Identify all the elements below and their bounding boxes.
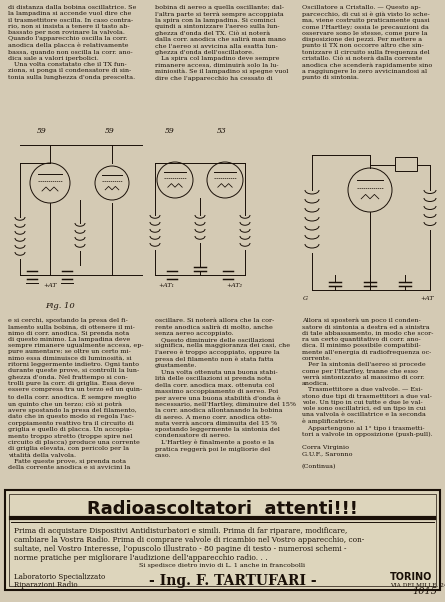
Text: Radioascoltatori  attenti!!!: Radioascoltatori attenti!!! (87, 500, 358, 518)
Text: +AT₁: +AT₁ (158, 283, 174, 288)
Text: Oscillatore a Cristallo. — Questo ap-
parcecchio, di cui si è già visto lo sche-: Oscillatore a Cristallo. — Questo ap- pa… (302, 5, 432, 80)
Text: Prima di acquistare Dispositivi Antidisturbatori e simili. Prima di far riparare: Prima di acquistare Dispositivi Antidist… (14, 527, 348, 535)
Text: VIA DEI MILLE, 24: VIA DEI MILLE, 24 (390, 583, 445, 588)
Text: oscillare. Si noterà allora che la cor-
rente anodica salirà di molto, anche
sen: oscillare. Si noterà allora che la cor- … (155, 318, 296, 458)
Text: norme pratiche per migliorare l'audizione dell'apparecchio radio. . .: norme pratiche per migliorare l'audizion… (14, 554, 267, 562)
Text: Allora si sposterà un poco il conden-
satore di sintonia a destra ed a sinistra
: Allora si sposterà un poco il conden- sa… (302, 318, 433, 469)
Text: Fig. 10: Fig. 10 (45, 302, 75, 310)
Bar (395, 157, 417, 171)
Text: Laboratorio Specializzato: Laboratorio Specializzato (14, 573, 105, 581)
Text: sultate, nel Vostro Interesse, l'opuscolo illustrato - 80 pagine di testo - nume: sultate, nel Vostro Interesse, l'opuscol… (14, 545, 347, 553)
Text: - Ing. F. TARTUFARI -: - Ing. F. TARTUFARI - (149, 574, 316, 588)
Bar (9, 494, 436, 586)
Text: TORINO: TORINO (390, 572, 433, 582)
Text: 59: 59 (165, 127, 175, 135)
Bar (5, 490, 440, 590)
Text: +AT: +AT (420, 296, 434, 301)
Text: bobina di aereo a quella oscillante; dal-
l'altra parte si terrà sempre accoppia: bobina di aereo a quella oscillante; dal… (155, 5, 288, 81)
Text: 53: 53 (217, 127, 227, 135)
Text: +AT: +AT (43, 283, 57, 288)
Text: 59: 59 (105, 127, 115, 135)
Text: +AT₂: +AT₂ (226, 283, 242, 288)
Text: e si cerchi, spostando la presa del fi-
lamento sulla bobina, di ottenere il mi-: e si cerchi, spostando la presa del fi- … (8, 318, 143, 470)
Text: 59: 59 (37, 127, 47, 135)
Text: 1015: 1015 (412, 587, 437, 596)
Text: di distanza dalla bobina oscillatrice. Se
la lampadina si accende vuol dire che
: di distanza dalla bobina oscillatrice. S… (8, 5, 136, 79)
Text: Si spedisce dietro invio di L. 1 anche in francobolli: Si spedisce dietro invio di L. 1 anche i… (139, 563, 306, 568)
Text: Riparazioni Radio: Riparazioni Radio (14, 581, 77, 589)
Text: G: G (303, 296, 307, 301)
Text: cambiare la Vostra Radio. Prima di comprare valvole di ricambio nel Vostro appar: cambiare la Vostra Radio. Prima di compr… (14, 536, 364, 544)
